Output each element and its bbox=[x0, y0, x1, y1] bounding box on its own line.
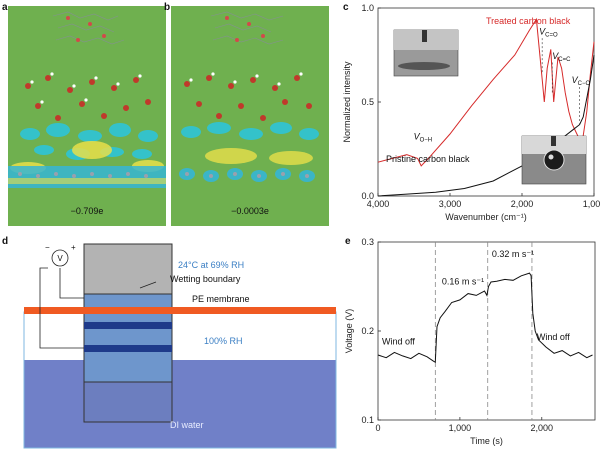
voltage-chart: 0 1,000 2,000 0.1 0.2 0.3 Time (s) Voltage (V) W… bbox=[344, 237, 596, 446]
x-tick-label-e: 1,000 bbox=[449, 423, 472, 433]
y-tick-label-c: 1.0 bbox=[361, 3, 374, 13]
droplet-inset-treated bbox=[393, 29, 459, 77]
y-tick-label-c: 0.0 bbox=[361, 191, 374, 201]
panel-label-a: a bbox=[2, 2, 8, 13]
voltmeter-minus: − bbox=[45, 243, 50, 252]
x-tick-label-e: 2,000 bbox=[531, 423, 554, 433]
conditions-label: 24°C at 69% RH bbox=[178, 260, 244, 270]
peak-annotation: VC−O bbox=[572, 75, 591, 87]
charge-label-b: −0.0003e bbox=[231, 206, 269, 216]
y-tick-label-e: 0.3 bbox=[361, 237, 374, 247]
peak-annotation: VC=C bbox=[552, 51, 571, 63]
wetting-boundary-label: Wetting boundary bbox=[170, 274, 241, 284]
circuit-wire-top bbox=[59, 268, 84, 299]
panel-label-b: b bbox=[164, 2, 171, 13]
panel-label-d: d bbox=[2, 236, 9, 247]
x-tick-label-c: 1,000 bbox=[583, 199, 600, 209]
cell-submerged-region bbox=[83, 381, 173, 423]
y-tick-label-e: 0.1 bbox=[361, 415, 374, 425]
molecular-simulation-a bbox=[8, 11, 166, 188]
x-tick-label-c: 3,000 bbox=[439, 199, 462, 209]
panel-label-e: e bbox=[345, 236, 351, 247]
device-diagram: V − + 24°C at 69% RH Wetting boundary PE… bbox=[23, 243, 337, 449]
voltmeter-label: V bbox=[57, 254, 63, 263]
peak-annotation: VC=O bbox=[539, 26, 558, 38]
x-tick-label-e: 0 bbox=[375, 423, 380, 433]
wetting-boundary-pointer bbox=[139, 281, 157, 289]
state-annotation: 0.16 m s⁻¹ bbox=[442, 277, 484, 287]
y-tick-label-e: 0.2 bbox=[361, 326, 374, 336]
y-axis-label-c: Normalized intensity bbox=[342, 61, 352, 143]
state-annotation: 0.32 m s⁻¹ bbox=[492, 249, 534, 259]
molecular-simulation-b bbox=[179, 11, 319, 182]
top-electrode bbox=[84, 322, 172, 329]
water-label: DI water bbox=[170, 420, 204, 430]
panel-label-c: c bbox=[343, 2, 349, 13]
voltage-series-line bbox=[377, 272, 593, 364]
voltmeter-plus: + bbox=[71, 243, 76, 252]
circuit-wire-left bbox=[39, 267, 84, 349]
simulation-image-b: −0.0003e bbox=[171, 6, 329, 226]
droplet-inset-pristine bbox=[521, 135, 587, 185]
peak-annotation: VO−H bbox=[414, 132, 433, 144]
water-body bbox=[24, 360, 336, 448]
x-tick-label-c: 2,000 bbox=[511, 199, 534, 209]
ftir-chart: 4,000 3,000 2,000 1,000 0.0 0.5 1.0 Wavenumber … bbox=[342, 3, 600, 222]
x-axis-label-c: Wavenumber (cm⁻¹) bbox=[445, 212, 526, 222]
voltmeter bbox=[51, 249, 69, 267]
membrane-label: PE membrane bbox=[192, 294, 250, 304]
state-annotation: Wind off bbox=[537, 332, 570, 342]
pe-membrane bbox=[24, 307, 336, 314]
legend-treated: Treated carbon black bbox=[486, 16, 571, 26]
state-annotation: Wind off bbox=[382, 336, 415, 346]
y-axis-label-e: Voltage (V) bbox=[344, 309, 354, 354]
legend-pristine: Pristine carbon black bbox=[386, 154, 470, 164]
charge-label-a: −0.709e bbox=[70, 206, 104, 216]
y-tick-label-c: 0.5 bbox=[361, 97, 374, 107]
rh-label: 100% RH bbox=[204, 336, 243, 346]
x-axis-label-e: Time (s) bbox=[470, 436, 503, 446]
cell-dry-region bbox=[83, 243, 173, 295]
x-tick-label-c: 4,000 bbox=[367, 199, 390, 209]
simulation-image-a: −0.709e bbox=[8, 6, 166, 226]
bottom-electrode bbox=[84, 345, 172, 352]
